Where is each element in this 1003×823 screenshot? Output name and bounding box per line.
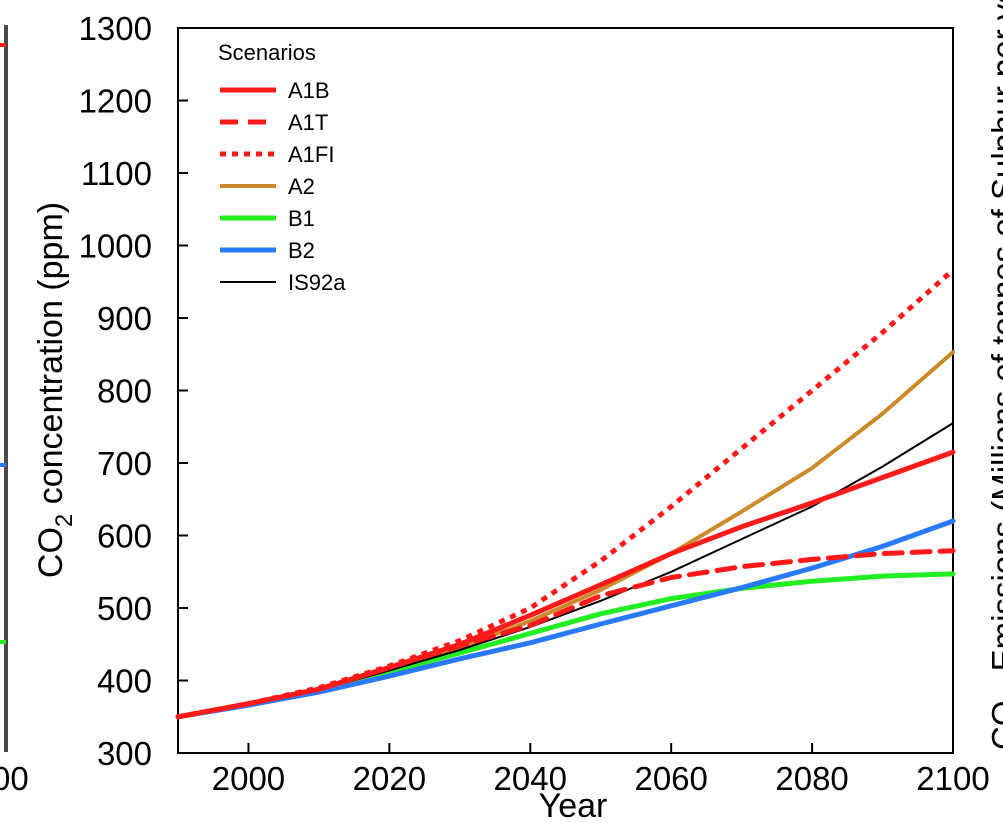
y-tick-label: 1300 xyxy=(79,10,152,47)
y-tick-label: 1000 xyxy=(79,228,152,265)
x-tick-label: 2000 xyxy=(212,760,285,797)
x-tick-label: 2040 xyxy=(494,760,567,797)
y-tick-label: 1100 xyxy=(81,155,152,192)
y-axis-title-subscript: 2 xyxy=(51,514,78,527)
y-axis-title: CO2 concentration (ppm) xyxy=(32,202,78,578)
y-tick-label: 1200 xyxy=(79,83,152,120)
y-axis-title-co: CO xyxy=(32,527,70,578)
y-tick-label: 900 xyxy=(97,300,152,337)
y-axis-ticks: 300 400 500 600 700 800 900 1000 1100 1200 1300 xyxy=(79,10,188,772)
y-tick-label: 700 xyxy=(97,445,152,482)
y-tick-label: 300 xyxy=(97,735,152,772)
y-axis-title-rest: concentration (ppm) xyxy=(32,202,70,514)
legend-label-a1fi: A1FI xyxy=(288,142,334,167)
legend-label-a2: A2 xyxy=(288,174,315,199)
x-tick-label: 2100 xyxy=(916,760,989,797)
series-line-a2 xyxy=(176,350,955,719)
legend-label-b2: B2 xyxy=(288,238,315,263)
x-tick-label: 2060 xyxy=(634,760,707,797)
legend-label-is92a: IS92a xyxy=(288,270,346,295)
legend-label-a1t: A1T xyxy=(288,110,328,135)
legend: Scenarios A1B A1T A1FI A2 B1 B2 IS92a xyxy=(218,40,346,295)
legend-title: Scenarios xyxy=(218,40,316,65)
series-lines xyxy=(175,268,956,720)
x-tick-label: 2020 xyxy=(353,760,426,797)
y-tick-label: 600 xyxy=(97,518,152,555)
x-axis-ticks: 2000 2020 2040 2060 2080 2100 xyxy=(212,743,990,797)
y-tick-label: 800 xyxy=(97,373,152,410)
series-line-is92a xyxy=(177,422,954,718)
left-panel-marker xyxy=(0,43,6,47)
y-tick-label: 500 xyxy=(97,590,152,627)
x-axis-title: Year xyxy=(539,787,608,823)
plot-frame xyxy=(177,27,954,754)
right-panel-clipped-title: CO Emissions (Millions of tonnes of Sulp… xyxy=(985,0,1003,750)
legend-label-b1: B1 xyxy=(288,206,315,231)
left-panel-marker xyxy=(0,640,6,644)
series-line-a1b xyxy=(175,449,956,720)
legend-label-a1b: A1B xyxy=(288,78,330,103)
left-panel-fragment: 00 xyxy=(0,25,29,797)
x-tick-label: 2080 xyxy=(775,760,848,797)
series-line-b2 xyxy=(175,518,956,720)
left-panel-marker xyxy=(0,463,6,467)
y-tick-label: 400 xyxy=(97,663,152,700)
series-line-a1fi xyxy=(177,268,955,720)
left-panel-tick-label: 00 xyxy=(0,760,29,797)
right-panel-title-co: CO xyxy=(985,701,1003,751)
right-panel-title-rest: Emissions (Millions of tonnes of Sulphur… xyxy=(985,0,1003,671)
